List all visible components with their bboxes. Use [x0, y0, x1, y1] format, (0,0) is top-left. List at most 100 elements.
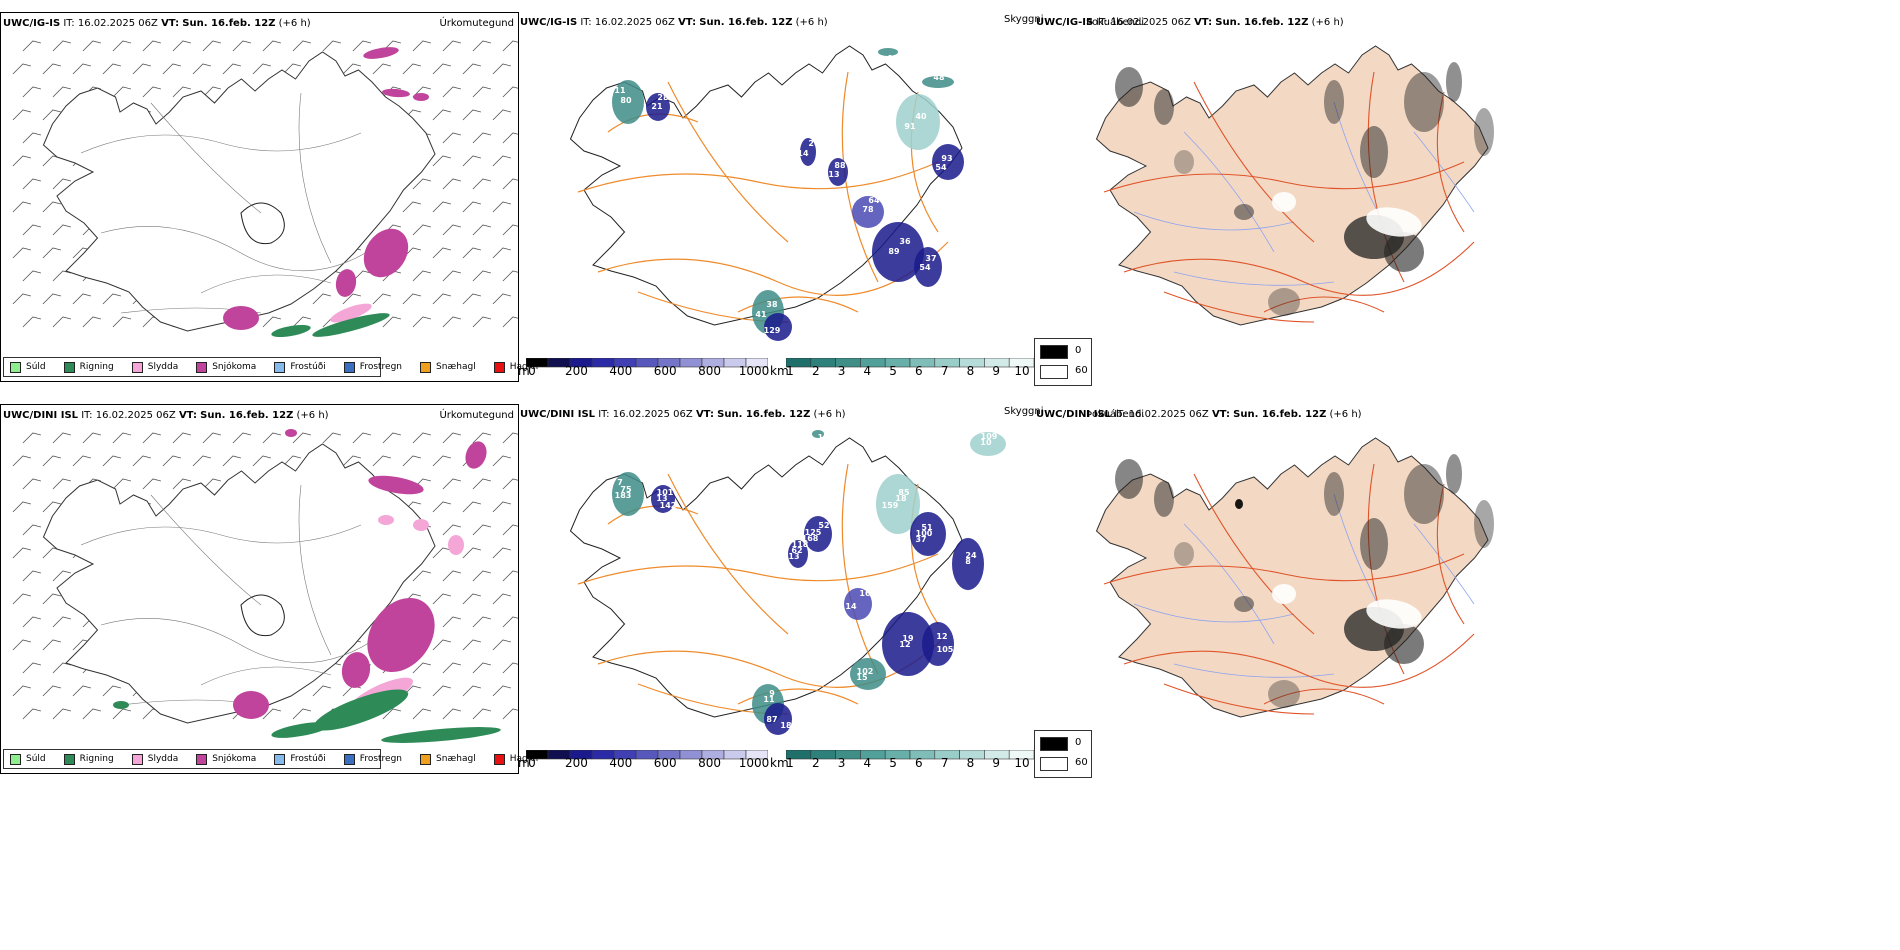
visibility-value-label: 107 — [888, 54, 905, 63]
visibility-value-label: 159 — [882, 501, 899, 510]
panel-kind-label: Skyggni — [1004, 406, 1044, 417]
km-colorbar-ticks: 1 2 3 4 5 6 7 8 9 10 — [786, 756, 1034, 772]
visibility-value-label: 16 — [859, 589, 871, 598]
visibility-panel-top: UWC/IG-IS IT: 16.02.2025 06Z VT: Sun. 16… — [518, 12, 1044, 380]
precip-legend-swatch — [274, 753, 286, 765]
meter-colorbar-unit: m — [518, 756, 530, 770]
panel-title: UWC/DINI ISL IT: 16.02.2025 06Z VT: Sun.… — [3, 410, 329, 421]
precip-legend-label: Frostúði — [290, 362, 326, 372]
visibility-value-label: 64 — [868, 196, 880, 205]
colorbar-tick-label: 400 — [609, 756, 633, 770]
colorbar-tick-label: 5 — [889, 756, 897, 770]
precip-legend-label: Slydda — [147, 362, 179, 372]
visibility-value-label: 36 — [899, 237, 911, 246]
colorbar-tick-label: 200 — [564, 364, 588, 378]
precip-legend-label: Frostúði — [290, 754, 326, 764]
colorbar-tick-label: 8 — [966, 364, 975, 378]
visibility-value-label: 12 — [817, 420, 828, 429]
visibility-panel-bottom: UWC/DINI ISL IT: 16.02.2025 06Z VT: Sun.… — [518, 404, 1044, 772]
panel-title: UWC/DINI ISL IT: 16.02.2025 06Z VT: Sun.… — [1036, 409, 1362, 420]
visibility-value-label: 40 — [915, 112, 927, 121]
meter-colorbar — [526, 750, 768, 760]
model-name: UWC/IG-IS — [3, 18, 61, 29]
colorbar-tick-label: 3 — [837, 364, 846, 378]
precip-legend-swatch — [274, 361, 286, 373]
visibility-value-label: 48 — [933, 73, 945, 82]
visibility-value-label: 24 — [965, 551, 977, 560]
visibility-value-label: 51 — [921, 523, 933, 532]
visibility-value-label: 168 — [802, 534, 819, 543]
precip-legend-swatch — [10, 361, 21, 373]
colorbar-tick-label: 600 — [653, 756, 677, 770]
visibility-value-label: 109 — [981, 432, 998, 441]
fog-panel-top: UWC/IG-IS IT: 16.02.2025 06Z VT: Sun. 16… — [1034, 12, 1900, 386]
visibility-value-label: 11 — [614, 86, 626, 95]
meter-colorbar — [526, 358, 768, 368]
colorbar-tick-label: 200 — [564, 756, 588, 770]
model-name: UWC/DINI ISL — [3, 410, 79, 421]
precip-legend-label: Frostregn — [359, 754, 403, 764]
meter-colorbar-ticks: 0 200 400 600 800 1000 — [526, 756, 770, 772]
precip-legend-swatch — [63, 361, 75, 373]
visibility-value-label: 100 — [916, 529, 933, 538]
visibility-value-label: 14 — [845, 602, 857, 611]
precip-legend-swatch — [343, 361, 355, 373]
colorbar-tick-label: 1000 — [738, 756, 770, 770]
visibility-value-label: 75 — [620, 485, 632, 494]
visibility-value-label: 89 — [888, 247, 900, 256]
fog-legend-swatch — [1040, 737, 1068, 751]
precip-legend-label: Rigning — [79, 754, 114, 764]
precip-legend: Súld Rigning Slydda Snjókoma Frostúði Frostre… — [3, 749, 538, 769]
visibility-value-label: 142 — [660, 501, 677, 510]
fog-legend-swatch — [1040, 757, 1068, 771]
precip-legend-swatch — [63, 753, 75, 765]
visibility-value-label: 91 — [904, 122, 916, 131]
visibility-value-label: 12 — [899, 640, 910, 649]
colorbar-tick-label: 8 — [966, 756, 975, 770]
visibility-value-label: 21 — [651, 102, 663, 111]
precip-legend-item: Frostúði — [270, 753, 326, 765]
visibility-value-label: 28 — [657, 93, 669, 102]
precip-legend-swatch — [420, 753, 432, 765]
visibility-value-label: 54 — [935, 163, 947, 172]
km-colorbar — [786, 358, 1034, 368]
visibility-value-label: 18 — [780, 721, 792, 730]
colorbar-tick-label: 10 — [1014, 756, 1030, 770]
colorbar-tick-label: 0 — [528, 756, 536, 770]
fog-legend-label: 60 — [1075, 365, 1088, 376]
visibility-value-label: 52 — [818, 521, 829, 530]
fog-map — [1095, 45, 1494, 326]
colorbar-tick-label: 1 — [786, 756, 794, 770]
precip-legend-item: Slydda — [128, 753, 178, 765]
visibility-value-label: 102 — [857, 667, 874, 676]
visibility-value-label: 18 — [895, 494, 907, 503]
visibility-value-label: 118 — [792, 540, 809, 549]
fog-legend-label: 60 — [1075, 757, 1088, 768]
precip-legend-item: Snjókoma — [192, 361, 256, 373]
precip-legend-label: Frostregn — [359, 362, 403, 372]
colorbar-tick-label: 800 — [698, 756, 722, 770]
precip-legend-swatch — [196, 361, 208, 373]
visibility-value-label: 38 — [766, 300, 778, 309]
colorbar-tick-label: 4 — [863, 364, 872, 378]
precip-legend-swatch — [10, 753, 21, 765]
precip-legend-label: Haglél — [509, 362, 539, 372]
precip-legend-item: Rigning — [60, 753, 114, 765]
precip-legend-item: Snjókoma — [192, 753, 256, 765]
precip-panel-bottom: UWC/DINI ISL IT: 16.02.2025 06Z VT: Sun.… — [0, 404, 538, 774]
colorbar-tick-label: 7 — [940, 756, 949, 770]
precip-legend-item: Haglél — [490, 753, 538, 765]
precip-legend-item: Haglél — [490, 361, 539, 373]
visibility-value-label: 93 — [941, 154, 952, 163]
panel-kind-label: Úrkomutegund — [439, 18, 514, 29]
panel-title: UWC/IG-IS IT: 16.02.2025 06Z VT: Sun. 16… — [1036, 17, 1344, 28]
colorbar-tick-label: 800 — [698, 364, 722, 378]
panel-title: UWC/DINI ISL IT: 16.02.2025 06Z VT: Sun.… — [520, 409, 846, 420]
colorbar-tick-label: 7 — [940, 364, 949, 378]
colorbar-tick-label: 10 — [1014, 364, 1030, 378]
precip-legend-label: Snæhagl — [436, 362, 476, 372]
panel-title: UWC/IG-IS IT: 16.02.2025 06Z VT: Sun. 16… — [520, 17, 828, 28]
colorbar-tick-label: 1 — [786, 364, 794, 378]
panel-kind-label: Þokuábendi — [1086, 409, 1145, 420]
meter-colorbar-ticks: 0 200 400 600 800 1000 — [526, 364, 769, 380]
